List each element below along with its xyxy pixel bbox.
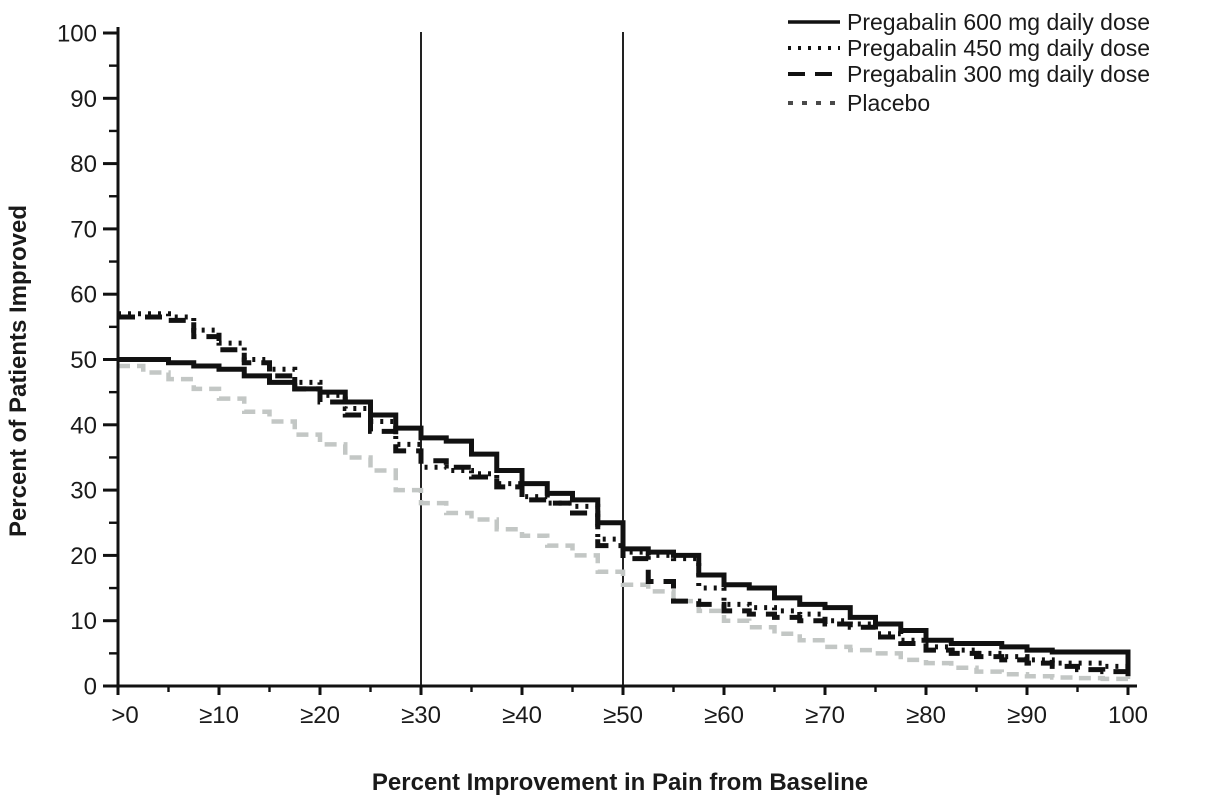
legend-item-placebo: Placebo <box>787 90 1150 116</box>
y-tick-label: 20 <box>70 543 97 570</box>
y-tick-label: 60 <box>70 282 97 309</box>
x-tick-label: ≥20 <box>300 702 340 729</box>
x-tick-label: >0 <box>111 702 138 729</box>
x-tick-label: 100 <box>1108 702 1148 729</box>
y-tick-label: 80 <box>70 151 97 178</box>
legend-label: Pregabalin 300 mg daily dose <box>847 60 1151 87</box>
y-tick-label: 40 <box>70 412 97 439</box>
y-tick-label: 100 <box>57 21 97 48</box>
dotted-line-sample-icon <box>788 46 840 50</box>
series-line-pregabalin-600-mg-daily-dose <box>118 357 1131 677</box>
short-dash-line-sample-icon <box>788 101 840 105</box>
y-tick-label: 10 <box>70 608 97 635</box>
y-tick-label: 70 <box>70 216 97 243</box>
x-tick-label: ≥10 <box>199 702 239 729</box>
x-tick-label: ≥80 <box>906 702 946 729</box>
x-tick-label: ≥70 <box>805 702 845 729</box>
legend-label: Pregabalin 600 mg daily dose <box>847 8 1151 35</box>
y-tick-label: 50 <box>70 347 97 374</box>
solid-line-sample-icon <box>788 20 840 24</box>
legend-label: Pregabalin 450 mg daily dose <box>847 34 1151 61</box>
legend: Pregabalin 600 mg daily dose Pregabalin … <box>787 9 1150 116</box>
x-tick-label: ≥50 <box>603 702 643 729</box>
x-axis-title: Percent Improvement in Pain from Baselin… <box>371 769 869 796</box>
y-tick-label: 30 <box>70 478 97 505</box>
x-tick-label: ≥60 <box>704 702 744 729</box>
series-line-placebo <box>118 363 1131 682</box>
y-tick-label: 0 <box>84 674 97 701</box>
legend-item-pregabalin-300mg: Pregabalin 300 mg daily dose <box>787 61 1150 87</box>
legend-item-pregabalin-450mg: Pregabalin 450 mg daily dose <box>787 35 1150 61</box>
x-tick-label: ≥90 <box>1007 702 1047 729</box>
legend-label: Placebo <box>847 89 931 116</box>
long-dash-line-sample-icon <box>788 72 840 76</box>
y-tick-label: 90 <box>70 86 97 113</box>
y-axis-title: Percent of Patients Improved <box>5 204 32 538</box>
legend-item-pregabalin-600mg: Pregabalin 600 mg daily dose <box>787 9 1150 35</box>
x-tick-label: ≥30 <box>401 702 441 729</box>
x-tick-label: ≥40 <box>502 702 542 729</box>
